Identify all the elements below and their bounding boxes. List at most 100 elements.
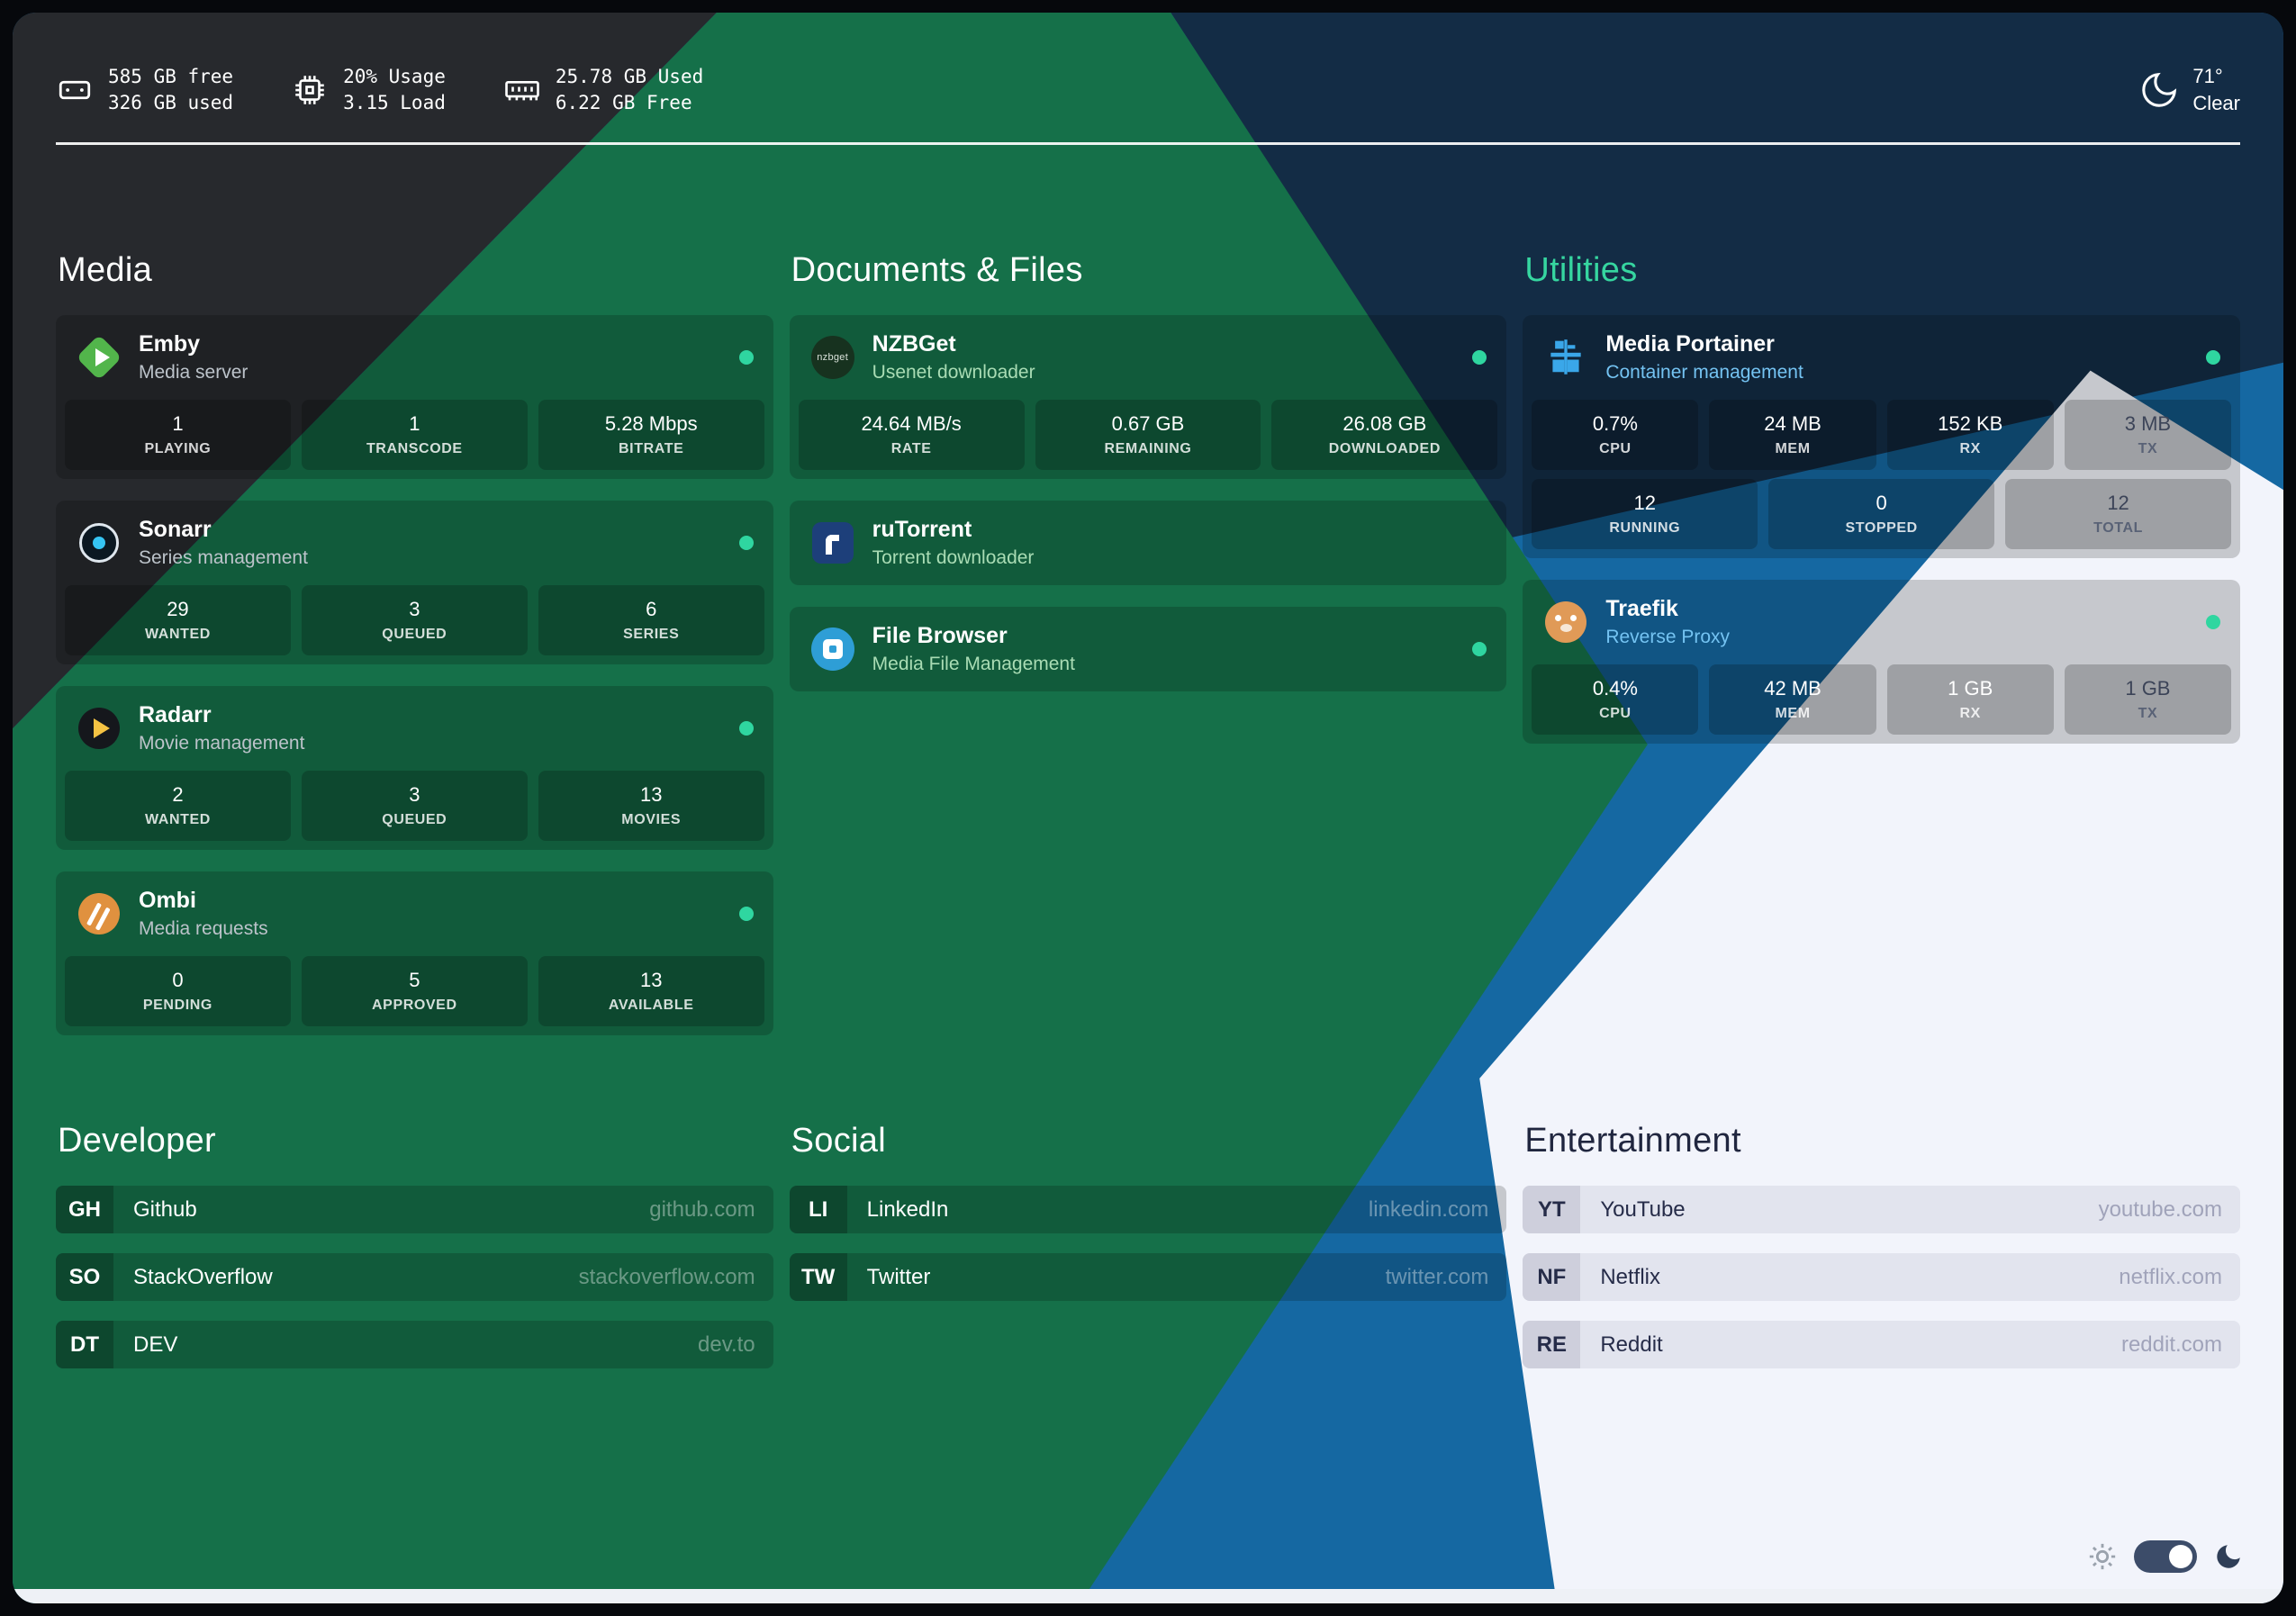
memory-icon	[505, 80, 539, 101]
stat-playing: 1 PLAYING	[65, 400, 291, 470]
bookmark-url: github.com	[649, 1196, 755, 1222]
bookmark-linkedin[interactable]: LI LinkedIn linkedin.com	[789, 1186, 1507, 1233]
disk-free: 585 GB free	[108, 66, 234, 87]
disk-used: 326 GB used	[108, 92, 234, 113]
cpu-widget: 20% Usage 3.15 Load	[291, 64, 446, 116]
service-card-sonarr[interactable]: Sonarr Series management 29 WANTED 3 QUEUE…	[56, 501, 773, 664]
theme-toggle[interactable]	[2134, 1540, 2197, 1573]
bookmark-url: reddit.com	[2120, 1332, 2222, 1357]
service-title: Emby	[139, 331, 201, 357]
bookmark-reddit[interactable]: RE Reddit reddit.com	[1523, 1321, 2240, 1368]
bookmark-abbr: SO	[56, 1253, 113, 1301]
filebrowser-icon	[809, 626, 856, 673]
dashboard-screen: 585 GB free 326 GB used 20% Usage 3.15 L…	[13, 13, 2283, 1603]
stat-available: 13 AVAILABLE	[538, 956, 764, 1026]
stat-stopped: 0 STOPPED	[1768, 479, 1995, 549]
status-dot	[1472, 350, 1487, 365]
service-card-ombi[interactable]: Ombi Media requests 0 PENDING 5 APPROVED 1…	[56, 871, 773, 1035]
service-subtitle: Reverse Proxy	[1605, 627, 1731, 647]
service-card-filebrowser[interactable]: File Browser Media File Management	[789, 607, 1507, 691]
bookmark-url: linkedin.com	[1368, 1196, 1489, 1222]
ombi-icon	[76, 890, 122, 937]
stat-series: 6 SERIES	[538, 585, 764, 655]
section-title-media: Media	[58, 251, 152, 289]
bookmark-url: twitter.com	[1385, 1264, 1489, 1289]
status-dot	[738, 350, 754, 365]
stat-rate: 24.64 MB/s RATE	[798, 400, 1025, 470]
service-title: Media Portainer	[1605, 331, 1775, 357]
service-title: ruTorrent	[872, 517, 972, 542]
cpu-usage: 20% Usage	[343, 66, 446, 87]
service-subtitle: Media requests	[139, 918, 268, 939]
cpu-icon	[295, 76, 324, 104]
traefik-icon	[1542, 599, 1589, 645]
stat-pending: 0 PENDING	[65, 956, 291, 1026]
resource-widgets-bar: 585 GB free 326 GB used 20% Usage 3.15 L…	[56, 63, 2240, 117]
toggle-knob	[2169, 1545, 2192, 1568]
memory-used: 25.78 GB Used	[555, 66, 704, 87]
bookmark-twitter[interactable]: TW Twitter twitter.com	[789, 1253, 1507, 1301]
bookmark-name: Reddit	[1600, 1332, 1663, 1357]
stat-rx: 1 GB RX	[1886, 664, 2054, 735]
service-card-rutorrent[interactable]: ruTorrent Torrent downloader	[789, 501, 1507, 585]
moon-icon[interactable]	[2213, 1541, 2244, 1572]
bookmark-abbr: GH	[56, 1186, 113, 1233]
status-dot	[2206, 350, 2220, 365]
portainer-icon	[1542, 334, 1589, 381]
service-card-radarr[interactable]: Radarr Movie management 2 WANTED 3 QUEUED …	[56, 686, 773, 850]
stat-wanted: 29 WANTED	[65, 585, 291, 655]
bookmark-name: Github	[133, 1196, 197, 1222]
bookmark-abbr: TW	[789, 1253, 847, 1301]
service-title: Radarr	[139, 702, 212, 727]
memory-free: 6.22 GB Free	[555, 92, 692, 113]
stat-total: 12 TOTAL	[2005, 479, 2231, 549]
nzbget-icon: nzbget	[809, 334, 856, 381]
status-dot	[738, 536, 754, 550]
bookmark-abbr: DT	[56, 1321, 113, 1368]
stat-mem: 24 MB MEM	[1709, 400, 1876, 470]
section-documents: Documents & Files nzbget NZBGet Usenet d…	[789, 251, 1507, 691]
stat-remaining: 0.67 GB REMAINING	[1035, 400, 1261, 470]
service-subtitle: Media server	[139, 362, 249, 383]
service-subtitle: Usenet downloader	[872, 362, 1035, 383]
stat-movies: 13 MOVIES	[538, 771, 764, 841]
section-utilities: Utilities	[1523, 251, 2240, 744]
stat-wanted: 2 WANTED	[65, 771, 291, 841]
emby-icon	[76, 334, 122, 381]
bookmark-github[interactable]: GH Github github.com	[56, 1186, 773, 1233]
rutorrent-icon	[809, 519, 856, 566]
bookmark-netflix[interactable]: NF Netflix netflix.com	[1523, 1253, 2240, 1301]
service-subtitle: Container management	[1605, 362, 1803, 383]
memory-widget: 25.78 GB Used 6.22 GB Free	[503, 64, 703, 116]
stat-queued: 3 QUEUED	[301, 585, 528, 655]
service-title: File Browser	[872, 623, 1008, 648]
bookmark-abbr: NF	[1523, 1253, 1581, 1301]
status-dot	[738, 721, 754, 736]
stat-mem: 42 MB MEM	[1709, 664, 1876, 735]
bookmark-stackoverflow[interactable]: SO StackOverflow stackoverflow.com	[56, 1253, 773, 1301]
sun-icon[interactable]	[2087, 1541, 2118, 1572]
bookmark-abbr: YT	[1523, 1186, 1581, 1233]
sonarr-icon	[76, 519, 122, 566]
section-title-utilities: Utilities	[1524, 251, 1638, 289]
weather-temperature: 71°	[2192, 65, 2223, 87]
stat-tx: 1 GB TX	[2064, 664, 2231, 735]
disk-icon	[59, 80, 91, 100]
moon-icon	[2142, 72, 2177, 107]
bookmark-dev[interactable]: DT DEV dev.to	[56, 1321, 773, 1368]
service-card-nzbget[interactable]: nzbget NZBGet Usenet downloader 24.64 MB…	[789, 315, 1507, 479]
bookmark-youtube[interactable]: YT YouTube youtube.com	[1523, 1186, 2240, 1233]
bookmark-name: YouTube	[1600, 1196, 1686, 1222]
service-title: Sonarr	[139, 517, 212, 542]
service-card-emby[interactable]: Emby Media server 1 PLAYING 1 TRANSCODE 5.…	[56, 315, 773, 479]
radarr-icon	[76, 705, 122, 752]
section-media: Media Emby Media server 1 PLAYING 1 TRANSC…	[56, 251, 773, 1035]
service-card-traefik[interactable]: Traefik Reverse Proxy 0.4% CPU 42 MB MEM 1…	[1523, 580, 2240, 744]
service-card-portainer[interactable]: Media Portainer Container management 0.7…	[1523, 315, 2240, 558]
weather-condition: Clear	[2192, 92, 2240, 114]
service-title: Traefik	[1605, 596, 1678, 621]
bottom-edge-strip	[13, 1589, 2283, 1603]
section-social: Social LI LinkedIn linkedin.com TW Twitt…	[789, 1122, 1507, 1301]
bookmark-abbr: LI	[789, 1186, 847, 1233]
section-title-entertainment: Entertainment	[1524, 1122, 1741, 1160]
